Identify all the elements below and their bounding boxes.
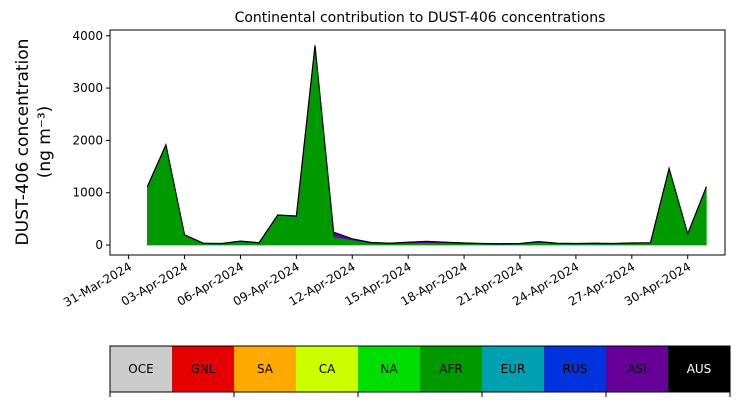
legend-label: EUR	[501, 362, 526, 376]
legend-label: GNL	[191, 362, 216, 376]
y-axis-label: (ng m⁻³)	[35, 106, 55, 179]
y-tick-label: 2000	[72, 133, 103, 147]
legend-label: CA	[319, 362, 336, 376]
y-tick-label: 4000	[72, 29, 103, 43]
legend-label: AUS	[687, 362, 712, 376]
area	[147, 46, 706, 245]
y-axis-label: DUST-406 concentration	[13, 39, 33, 246]
legend-label: ASI	[627, 362, 646, 376]
area	[147, 46, 706, 244]
total-outline	[147, 45, 706, 243]
legend-label: AFR	[439, 362, 462, 376]
y-tick-label: 0	[95, 238, 103, 252]
y-tick-label: 3000	[72, 81, 103, 95]
area	[147, 45, 706, 244]
legend-label: SA	[257, 362, 274, 376]
area	[147, 46, 706, 245]
y-tick-label: 1000	[72, 186, 103, 200]
legend-label: OCE	[128, 362, 153, 376]
legend-label: RUS	[563, 362, 588, 376]
plot-frame	[110, 30, 725, 255]
chart-title: Continental contribution to DUST-406 con…	[235, 10, 606, 26]
area	[147, 45, 706, 243]
legend-label: NA	[380, 362, 398, 376]
